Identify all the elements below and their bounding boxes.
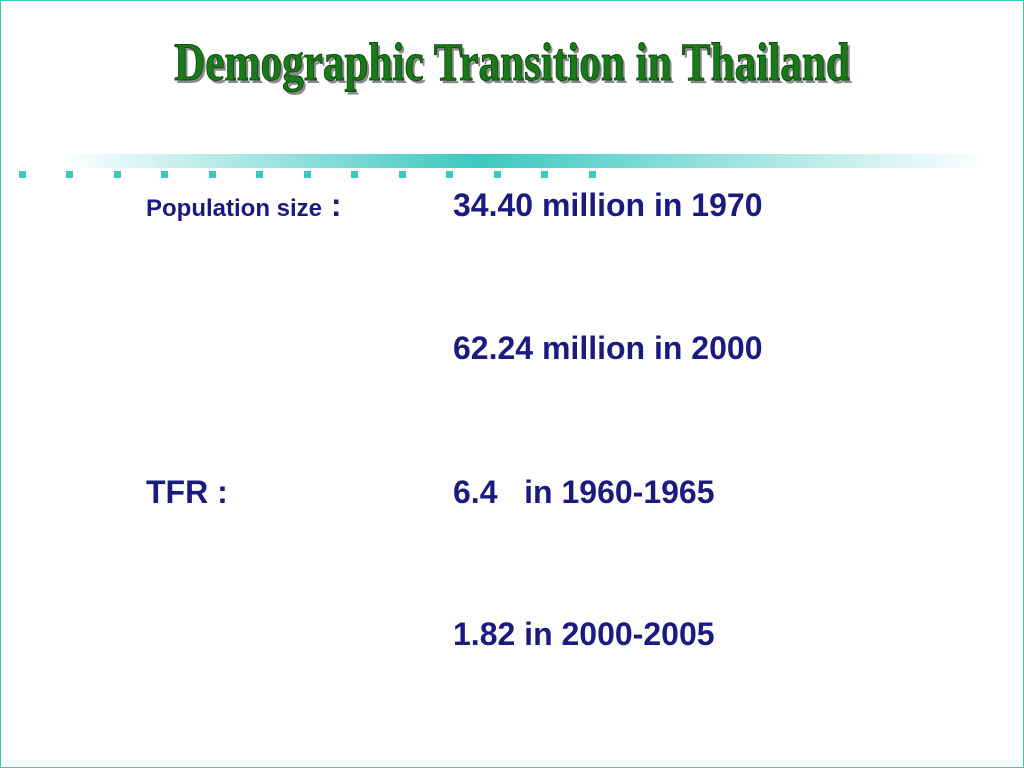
value-line: 6.4 in 1960-1965 xyxy=(453,474,715,510)
decoration xyxy=(19,154,991,178)
value-line: 1.82 in 2000-2005 xyxy=(453,616,715,652)
separator: : xyxy=(217,474,228,510)
gradient-bar xyxy=(61,154,991,168)
item-label: Population size : xyxy=(146,187,342,224)
label-text: TFR xyxy=(146,474,209,510)
label-text: Population size xyxy=(146,195,323,222)
separator: : xyxy=(330,187,342,223)
value-line: 34.40 million in 1970 xyxy=(453,187,763,223)
dots xyxy=(19,171,596,178)
item-label: TFR : xyxy=(146,474,228,511)
slide-title: Demographic Transition in Thailand xyxy=(174,32,851,93)
value-line: 62.24 million in 2000 xyxy=(453,330,763,366)
